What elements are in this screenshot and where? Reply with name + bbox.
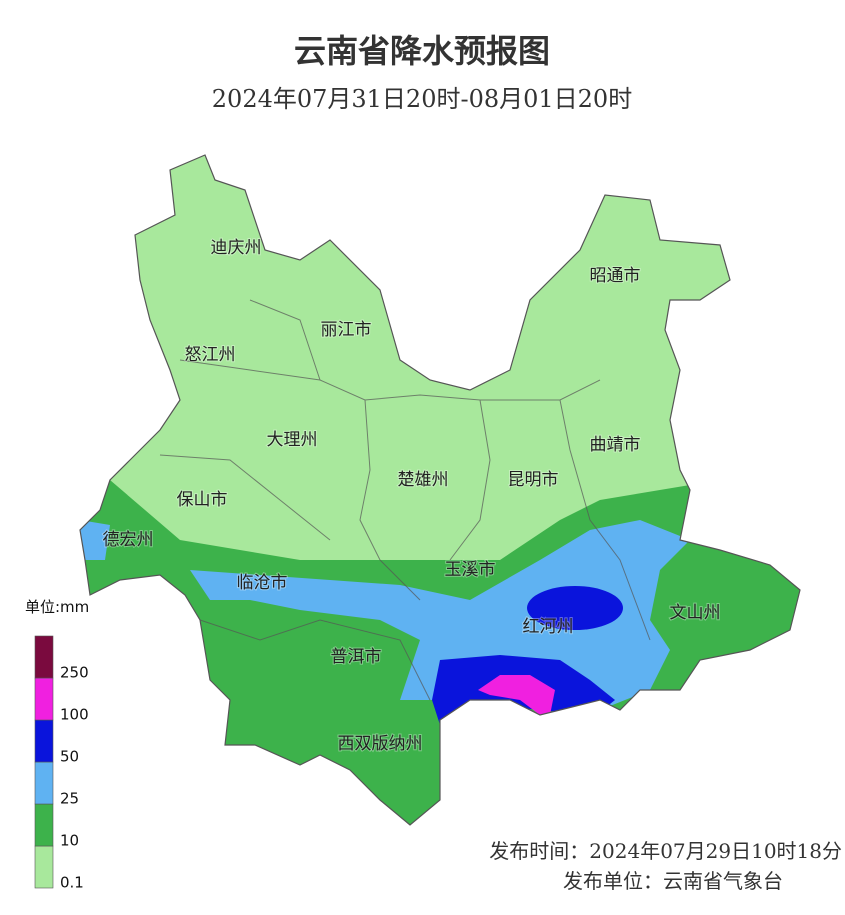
region-label: 德宏州 xyxy=(103,530,154,550)
area-light-blue xyxy=(80,520,110,560)
legend-swatch xyxy=(34,719,54,763)
region-label: 大理州 xyxy=(267,430,318,450)
area-light-blue xyxy=(190,520,690,710)
region-label: 玉溪市 xyxy=(445,560,496,580)
prefecture-borders xyxy=(159,299,651,701)
region-label: 迪庆州 xyxy=(211,238,262,258)
region-label: 丽江市 xyxy=(321,320,372,340)
legend-swatch xyxy=(34,803,54,847)
province-outline xyxy=(79,154,801,826)
region-label: 普洱市 xyxy=(331,647,382,667)
issuer: 发布单位：云南省气象台 xyxy=(563,869,783,893)
legend-label: 50 xyxy=(60,748,79,766)
legend-swatch xyxy=(34,635,54,679)
region-label: 保山市 xyxy=(177,490,228,510)
area-magenta xyxy=(478,675,555,715)
legend: 0.1 10 25 50 100 250 xyxy=(34,635,89,892)
title: 云南省降水预报图 xyxy=(294,32,550,70)
legend-label: 25 xyxy=(60,790,79,808)
area-blue xyxy=(527,586,623,630)
legend-swatch xyxy=(34,761,54,805)
region-label: 昆明市 xyxy=(508,470,559,490)
region-label: 楚雄州 xyxy=(398,470,449,490)
region-label: 文山州 xyxy=(670,603,721,623)
legend-label: 250 xyxy=(60,664,89,682)
issue-time: 发布时间：2024年07月29日10时18分 xyxy=(489,839,842,863)
legend-label: 10 xyxy=(60,832,79,850)
legend-swatch xyxy=(34,677,54,721)
legend-label: 100 xyxy=(60,706,89,724)
region-label: 西双版纳州 xyxy=(338,734,423,754)
region-label: 怒江州 xyxy=(185,345,236,365)
subtitle: 2024年07月31日20时-08月01日20时 xyxy=(212,85,632,113)
legend-unit: 单位:mm xyxy=(25,598,89,616)
legend-label: 0.1 xyxy=(60,874,84,892)
region-label: 红河州 xyxy=(523,617,574,637)
legend-swatch xyxy=(34,845,54,889)
region-label: 曲靖市 xyxy=(590,435,641,455)
region-label: 临沧市 xyxy=(237,573,288,593)
region-label: 昭通市 xyxy=(590,266,641,286)
